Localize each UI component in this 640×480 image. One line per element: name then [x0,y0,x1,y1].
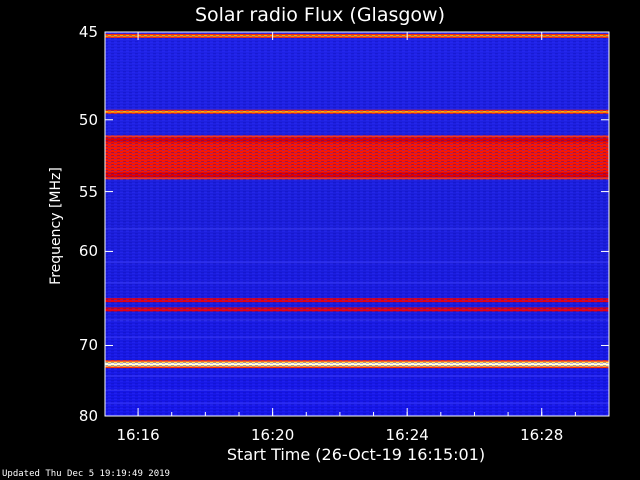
x-tick-marks [137,32,610,416]
plot-noise [105,32,609,416]
chart-title: Solar radio Flux (Glasgow) [194,4,446,26]
y-tick-label-1: 50 [78,110,98,129]
y-tick-label-2: 55 [78,182,98,201]
x-tick-label-0: 16:16 [116,426,160,444]
updated-timestamp: Updated Thu Dec 5 19:19:49 2019 [2,469,170,479]
plot-frame [104,31,610,417]
y-tick-label-4: 70 [78,336,98,355]
x-axis-label: Start Time (26-Oct-19 16:15:01) [226,445,486,464]
x-tick-label-3: 16:28 [520,426,564,444]
y-tick-label-0: 45 [78,23,98,41]
y-tick-label-3: 60 [78,242,98,261]
y-tick-label-5: 80 [78,407,98,425]
x-tick-label-2: 16:24 [385,426,429,444]
x-tick-label-1: 16:20 [251,426,295,444]
